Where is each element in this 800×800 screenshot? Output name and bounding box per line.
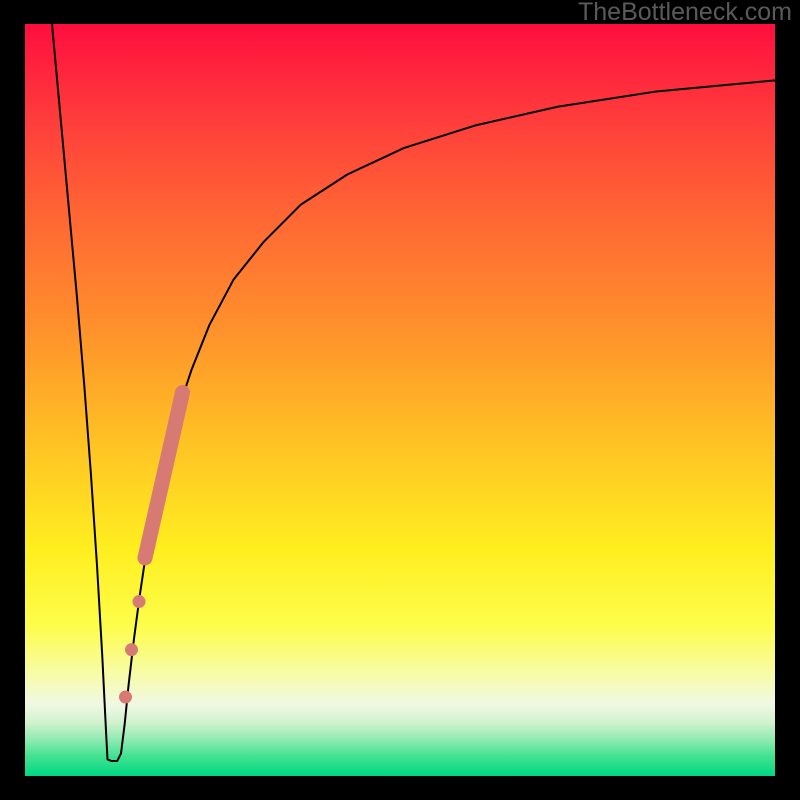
highlight-segment (145, 392, 183, 557)
bottleneck-curve (52, 24, 775, 761)
highlight-dot (125, 643, 138, 656)
plot-area (25, 24, 775, 776)
watermark-text: TheBottleneck.com (578, 0, 792, 27)
highlight-dot (119, 691, 132, 704)
chart-container: TheBottleneck.com (0, 0, 800, 800)
chart-svg (25, 24, 775, 776)
highlight-dot (133, 595, 146, 608)
